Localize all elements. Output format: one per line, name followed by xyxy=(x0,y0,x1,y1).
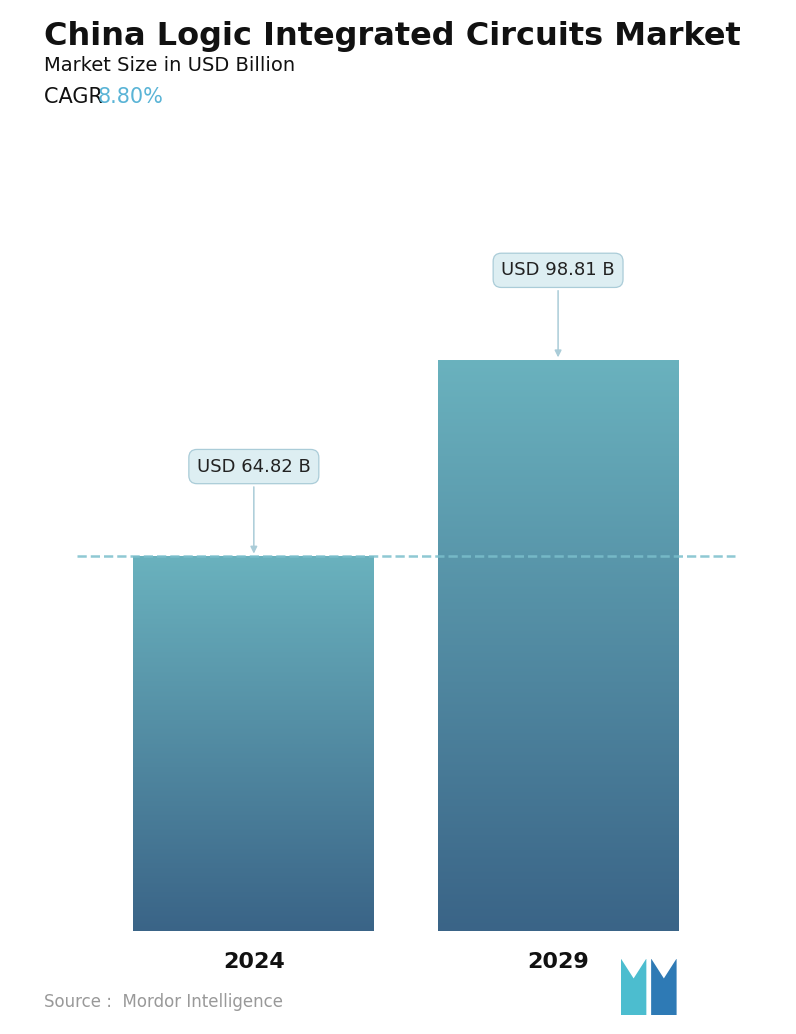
Text: USD 98.81 B: USD 98.81 B xyxy=(501,262,615,356)
Text: Market Size in USD Billion: Market Size in USD Billion xyxy=(44,56,295,74)
Text: CAGR: CAGR xyxy=(44,87,109,107)
Text: 8.80%: 8.80% xyxy=(98,87,164,107)
Polygon shape xyxy=(651,959,677,1015)
Text: Source :  Mordor Intelligence: Source : Mordor Intelligence xyxy=(44,993,283,1010)
Text: China Logic Integrated Circuits Market: China Logic Integrated Circuits Market xyxy=(44,21,740,52)
Polygon shape xyxy=(621,959,646,1015)
Text: USD 64.82 B: USD 64.82 B xyxy=(197,458,310,552)
